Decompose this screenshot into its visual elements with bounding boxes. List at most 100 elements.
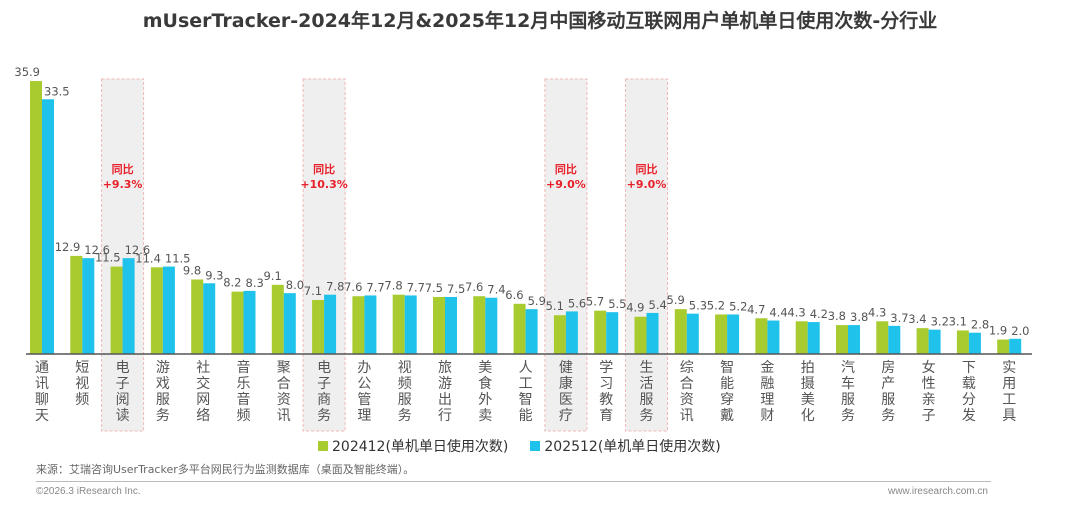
- tick-label: 发: [962, 408, 976, 424]
- tick-label: 通: [35, 360, 49, 376]
- bar: [565, 311, 578, 354]
- data-label: 12.6: [84, 243, 110, 257]
- tick-label: 性: [922, 376, 936, 392]
- legend-swatch-2024: [318, 441, 328, 451]
- tick-label: 商: [317, 392, 331, 408]
- bar: [150, 267, 163, 354]
- bar: [715, 314, 728, 354]
- bar: [876, 321, 889, 354]
- tick-label: 音: [237, 391, 251, 408]
- tick-label: 聊: [35, 392, 49, 408]
- data-label: 7.8: [384, 279, 402, 293]
- data-label: 3.8: [850, 310, 868, 324]
- tick-label: 美: [801, 392, 815, 408]
- tick-label: 讯: [277, 408, 291, 424]
- tick-label: 理: [760, 392, 774, 408]
- data-label: 2.8: [971, 318, 989, 332]
- tick-label: 网: [196, 392, 210, 408]
- bar: [928, 329, 941, 354]
- data-label: 5.9: [528, 294, 546, 308]
- website-link[interactable]: www.iresearch.com.cn: [887, 486, 988, 497]
- tick-label: 子: [116, 376, 130, 392]
- data-label: 35.9: [14, 65, 40, 79]
- annotation-value: +9.0%: [627, 178, 667, 191]
- tick-label: 乐: [237, 376, 251, 392]
- data-label: 8.2: [223, 276, 241, 290]
- tick-label: 音: [237, 359, 251, 376]
- tick-label: 务: [398, 408, 412, 424]
- data-label: 4.4: [769, 306, 787, 320]
- data-label: 5.5: [608, 297, 626, 311]
- tick-label: 服: [156, 392, 170, 408]
- tick-label: 亲: [922, 392, 936, 408]
- tick-label: 旅: [438, 360, 452, 376]
- data-label: 5.4: [649, 298, 667, 312]
- bar-chart: 同比+9.3%同比+10.3%同比+9.0%同比+9.0%35.933.5通讯聊…: [14, 65, 1032, 432]
- tick-label: 服: [841, 392, 855, 408]
- annotation-label: 同比: [555, 162, 577, 176]
- tick-label: 戏: [156, 376, 170, 392]
- bar: [404, 295, 417, 354]
- data-label: 5.2: [729, 299, 747, 313]
- tick-label: 行: [438, 408, 452, 424]
- tick-label: 化: [801, 408, 815, 424]
- tick-label: 工: [1002, 392, 1016, 408]
- tick-label: 智: [720, 360, 734, 376]
- legend-label-2024: 202412(单机单日使用次数): [332, 439, 509, 455]
- bar: [42, 99, 54, 354]
- bar: [352, 296, 365, 354]
- tick-label: 阅: [116, 392, 130, 408]
- data-label: 7.4: [487, 283, 505, 297]
- tick-label: 产: [881, 376, 895, 392]
- tick-label: 子: [922, 408, 936, 424]
- legend-item-2025[interactable]: 202512(单机单日使用次数): [530, 436, 721, 456]
- bar: [968, 332, 981, 354]
- tick-label: 管: [357, 392, 371, 408]
- source-note: 来源：艾瑞咨询UserTracker多平台网民行为监测数据库（桌面及智能终端）。: [36, 463, 415, 476]
- tick-label: 美: [478, 360, 492, 376]
- data-label: 11.4: [135, 251, 161, 265]
- bar: [525, 309, 538, 354]
- bar: [30, 81, 42, 354]
- tick-label: 疗: [559, 408, 573, 424]
- data-label: 9.3: [205, 268, 223, 282]
- data-label: 8.0: [286, 278, 304, 292]
- tick-label: 络: [196, 408, 210, 424]
- tick-label: 频: [398, 376, 412, 392]
- bar: [324, 294, 337, 354]
- tick-label: 下: [962, 360, 976, 376]
- tick-label: 服: [398, 392, 412, 408]
- tick-label: 合: [277, 376, 291, 392]
- tick-label: 生: [640, 360, 654, 376]
- bar: [203, 283, 216, 354]
- data-label: 3.1: [949, 314, 967, 328]
- bar: [70, 255, 83, 354]
- bar: [162, 266, 175, 354]
- tick-label: 拍: [801, 360, 815, 376]
- tick-label: 频: [237, 408, 251, 424]
- data-label: 5.7: [586, 295, 604, 309]
- tick-label: 医: [559, 392, 573, 408]
- bar: [364, 295, 377, 354]
- tick-label: 工: [519, 376, 533, 392]
- bar: [1009, 338, 1022, 354]
- data-label: 5.9: [667, 293, 685, 307]
- tick-label: 智: [519, 392, 533, 408]
- data-label: 33.5: [44, 84, 70, 98]
- data-label: 7.5: [425, 281, 443, 295]
- legend-item-2024[interactable]: 202412(单机单日使用次数): [318, 436, 508, 456]
- bar: [997, 339, 1010, 354]
- highlight-box: [302, 78, 346, 432]
- tick-label: 食: [478, 375, 492, 392]
- data-label: 6.6: [505, 288, 523, 302]
- tick-label: 汽: [841, 360, 855, 376]
- bar: [795, 321, 808, 354]
- bar: [956, 330, 969, 354]
- tick-label: 视: [75, 376, 89, 392]
- data-label: 7.8: [326, 280, 344, 294]
- tick-label: 务: [841, 408, 855, 424]
- bar: [485, 297, 498, 354]
- data-label: 12.6: [125, 243, 151, 257]
- highlight-box: [101, 78, 145, 432]
- tick-label: 服: [640, 392, 654, 408]
